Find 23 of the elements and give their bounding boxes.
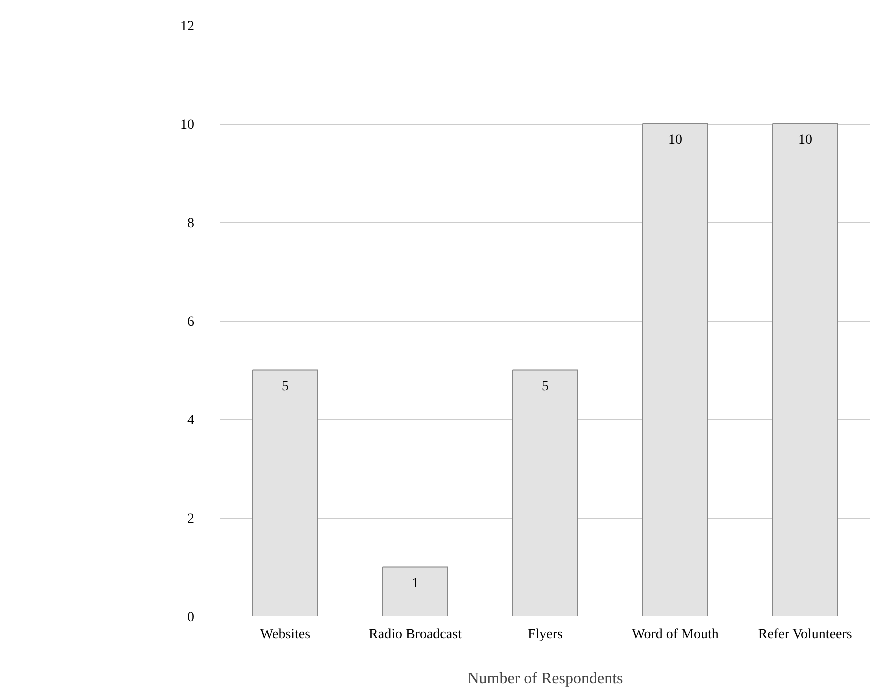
- data-label: 5: [282, 379, 289, 394]
- bar: [512, 370, 578, 616]
- bar: [252, 370, 318, 616]
- y-tick-label: 2: [188, 512, 194, 527]
- x-tick-label: Websites: [260, 628, 311, 642]
- y-tick-label: 4: [188, 414, 194, 428]
- data-label: 10: [668, 133, 682, 148]
- y-tick-label: 0: [188, 610, 194, 626]
- data-label: 1: [412, 576, 419, 592]
- y-tick-label: 10: [180, 118, 194, 133]
- y-tick-label: 12: [180, 20, 194, 34]
- y-tick-label: 8: [188, 216, 194, 232]
- y-tick-label: 6: [188, 315, 194, 330]
- data-label: 5: [542, 379, 549, 394]
- x-tick-label: Radio Broadcast: [369, 628, 462, 642]
- x-axis-title: Number of Respondents: [468, 670, 624, 688]
- bar: [772, 124, 838, 616]
- bar: [642, 124, 708, 616]
- data-label: 10: [798, 133, 812, 148]
- x-tick-label: Refer Volunteers: [758, 628, 852, 642]
- x-tick-label: Word of Mouth: [632, 628, 719, 642]
- bar: [382, 566, 448, 616]
- x-tick-label: Flyers: [528, 628, 563, 642]
